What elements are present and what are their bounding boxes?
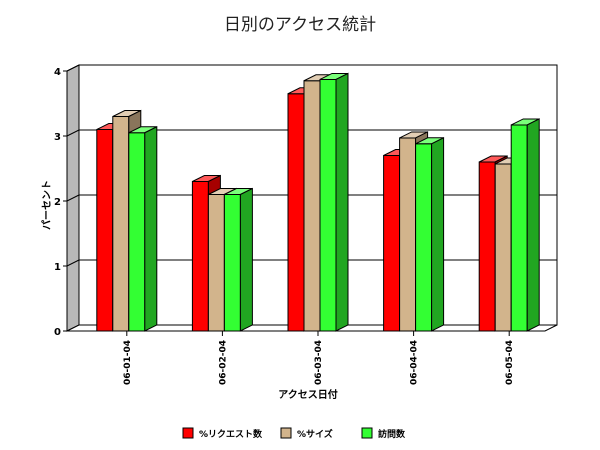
x-axis-label: アクセス日付 [278,388,338,401]
gridline-side [66,129,80,137]
bar-front [494,163,512,332]
bar-front [112,116,130,332]
bar-front [287,93,305,332]
bar-front [191,181,209,332]
bar-side [144,125,158,332]
bar [415,136,445,332]
x-tick-label: 06-04-04 [410,340,420,385]
bar-side [526,118,540,332]
legend-item: 訪問数 [361,427,406,440]
legend-item: %リクエスト数 [182,427,263,440]
legend-swatch [280,427,292,439]
bar [319,72,349,332]
bar-front [223,194,241,332]
legend-label: %リクエスト数 [199,428,263,440]
bar-side [239,187,253,332]
bar [510,118,540,332]
bar [128,125,158,332]
bar-front [478,161,496,332]
bar-front [207,194,225,332]
legend-label: %サイズ [297,428,333,440]
bar-front [399,137,417,332]
y-tick-label: 3 [54,132,61,143]
x-tick-label: 06-02-04 [218,340,228,385]
bar-side [431,136,445,332]
bar [223,187,253,332]
bar-front [383,155,401,332]
legend-swatch [361,427,373,439]
gridline-side [66,194,80,202]
bar-front [303,80,321,332]
legend-label: 訪問数 [378,428,406,440]
y-tick-label: 2 [54,197,61,208]
bar-front [415,143,433,332]
x-tick-label: 06-01-04 [123,340,133,385]
legend-swatch [182,427,194,439]
bar-front [96,129,114,332]
chart-title: 日別のアクセス統計 [223,15,377,35]
y-tick-label: 0 [54,327,61,338]
y-axis-label: パーセント [41,180,53,230]
y-tick-label: 1 [54,262,61,273]
gridline-side [66,64,80,72]
x-tick-label: 06-05-04 [505,340,515,385]
bar-side [335,72,349,332]
x-tick-label: 06-03-04 [314,340,324,385]
legend-item: %サイズ [280,427,333,440]
bar-front [319,78,337,332]
bar-front [128,132,146,332]
gridline-side [66,259,80,267]
y-tick-label: 4 [54,67,61,78]
bar-front [510,124,528,332]
